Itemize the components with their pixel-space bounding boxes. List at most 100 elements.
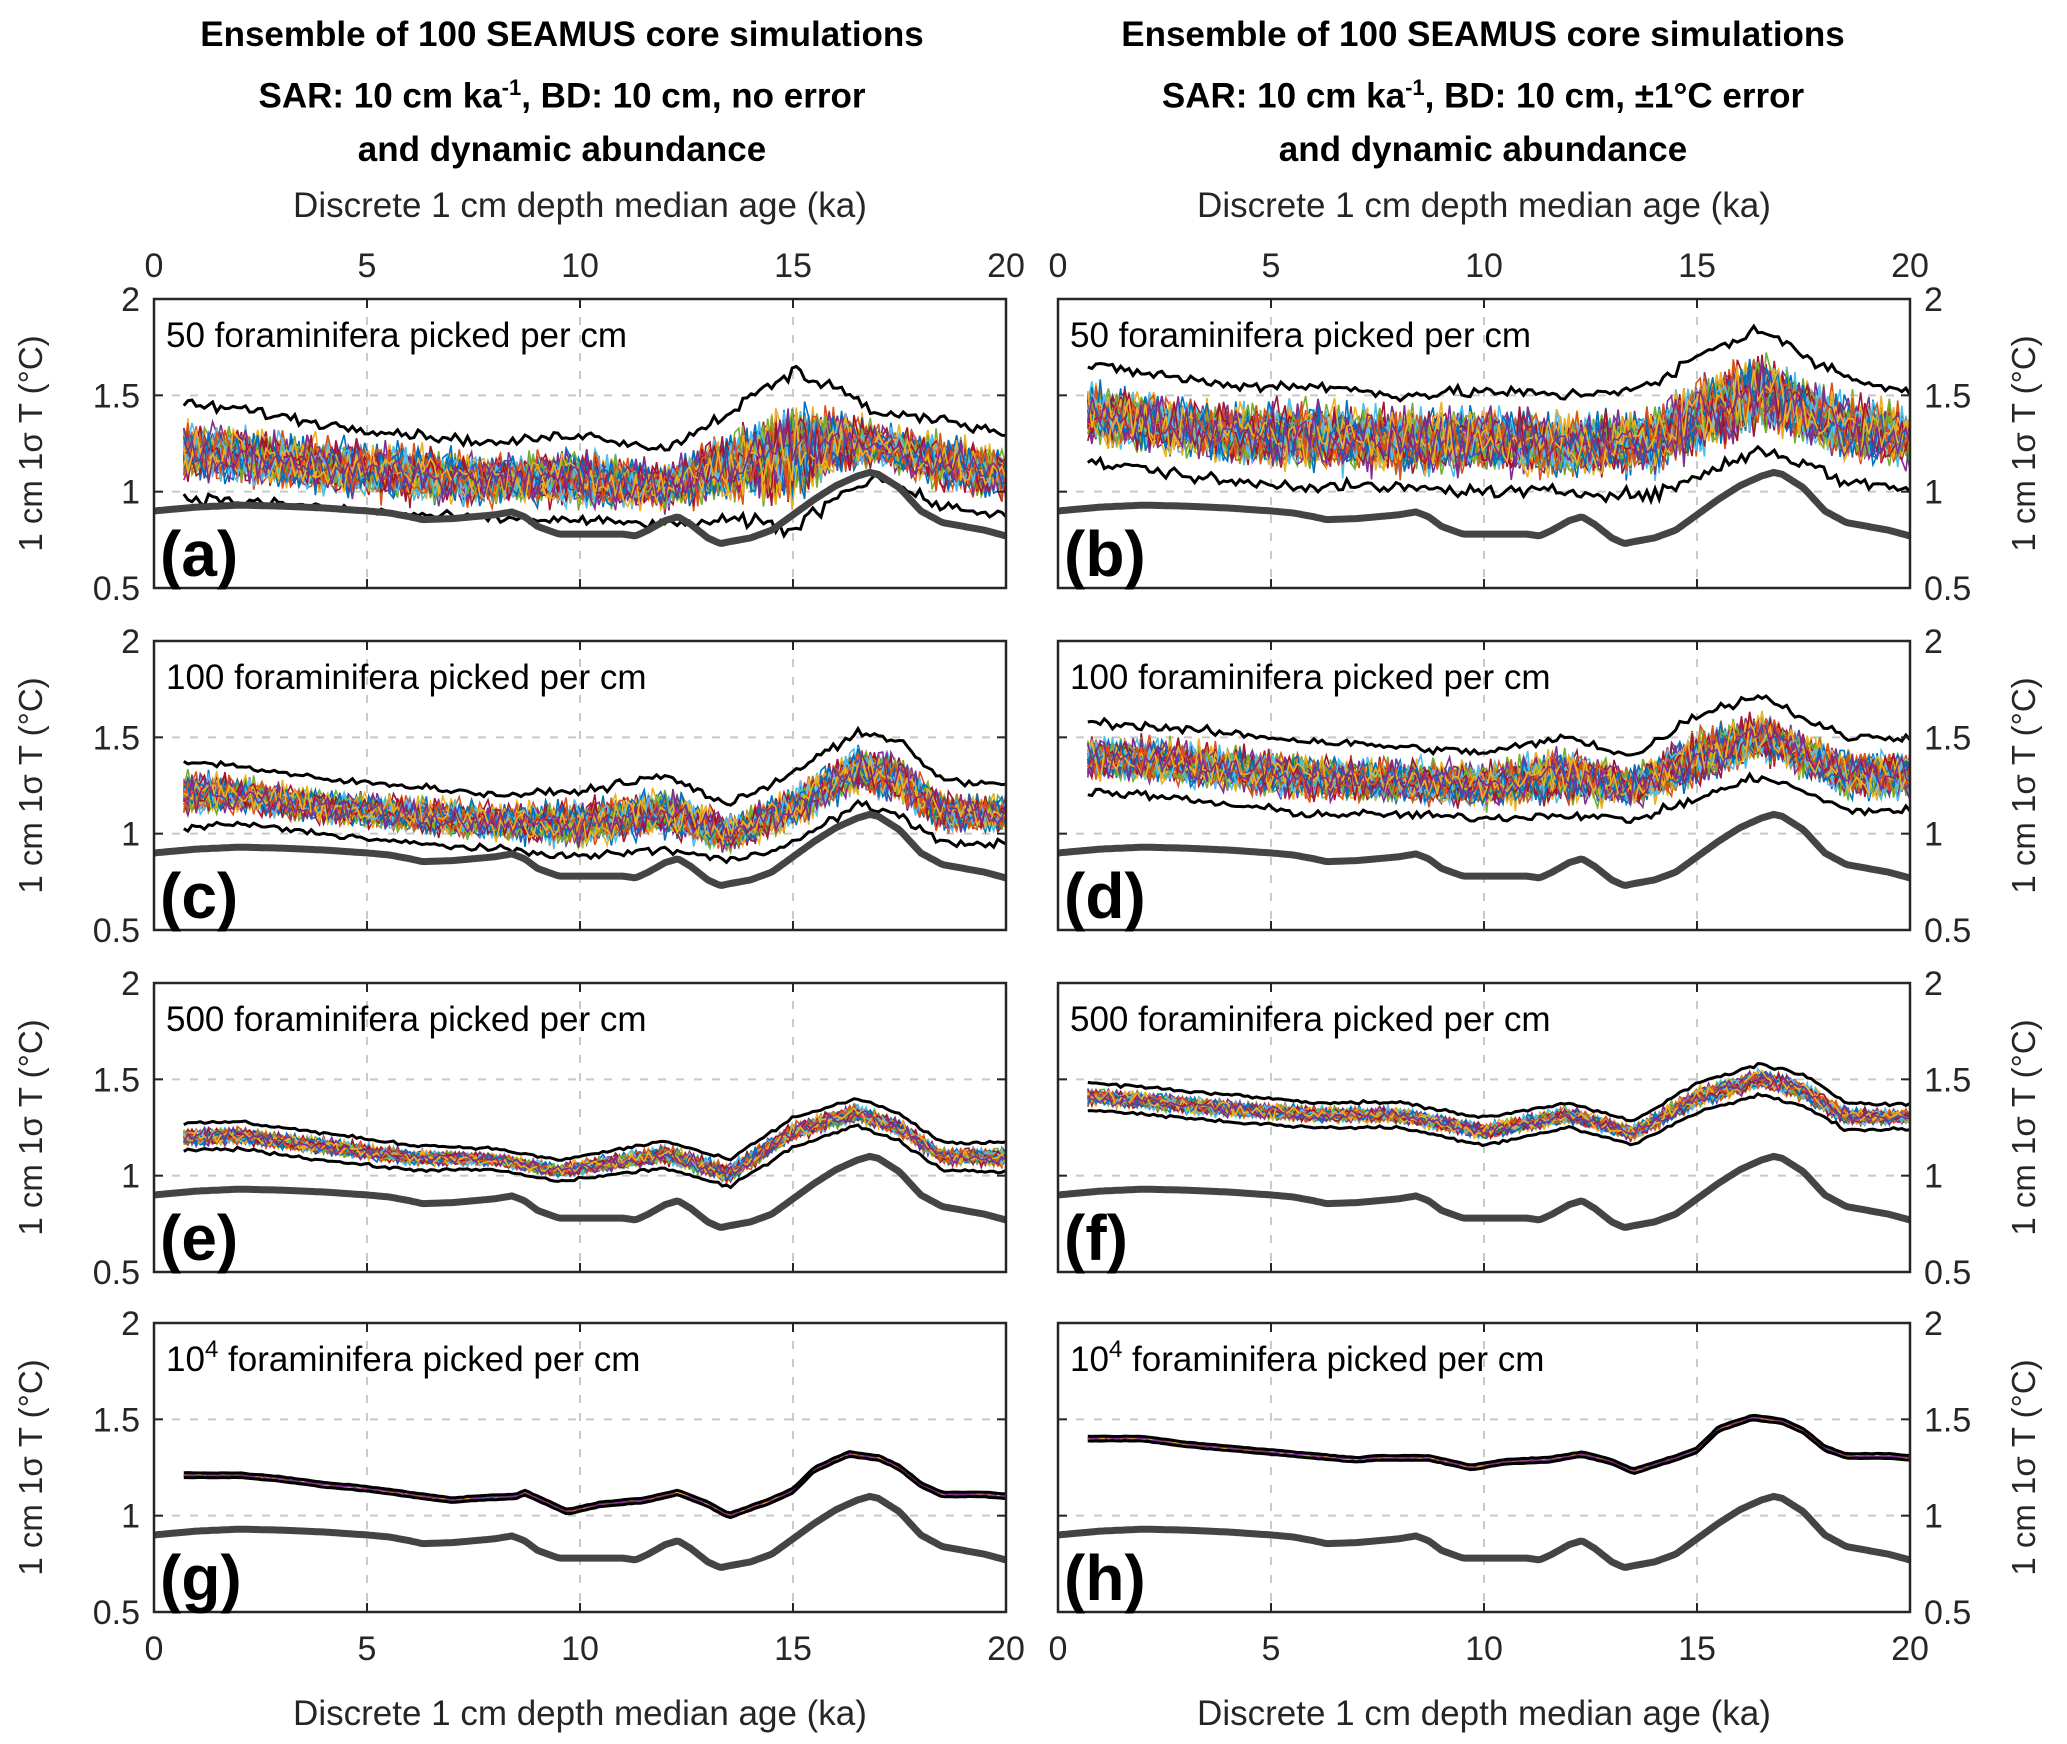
y-tick-label: 1.5 — [1924, 377, 1971, 415]
plot-content — [154, 1097, 1006, 1231]
y-tick-label: 1 — [1924, 1158, 1943, 1196]
plot-content — [1058, 323, 1910, 547]
ensemble-upper-bound — [1087, 1413, 1910, 1471]
panel-label: (e) — [160, 1202, 238, 1274]
ensemble-line — [183, 414, 1006, 512]
x-tick-label: 15 — [1678, 1630, 1716, 1668]
panel-annotation: 104 foraminifera picked per cm — [166, 1336, 640, 1379]
panel-label: (a) — [160, 518, 238, 590]
y-tick-label: 1 — [121, 816, 140, 854]
y-tick-label: 2 — [121, 1305, 140, 1343]
y-tick-label: 1.5 — [93, 377, 140, 415]
ensemble-lower-bound — [183, 1123, 1006, 1190]
reference-line — [154, 810, 1006, 889]
y-tick-label: 1.5 — [1924, 1401, 1971, 1439]
panel-label: (d) — [1064, 860, 1146, 932]
ensemble-line — [183, 1110, 1006, 1177]
y-axis-label: 1 cm 1σ T (°C) — [2005, 677, 2042, 893]
y-tick-label: 2 — [121, 965, 140, 1003]
x-tick-label: 20 — [987, 247, 1025, 285]
y-tick-label: 1.5 — [93, 1061, 140, 1099]
ensemble-upper-bound — [1087, 1061, 1910, 1123]
panel-e: 0.5 1 1.5 2 1 cm 1σ T (°C) 500 foraminifera p… — [12, 965, 1008, 1292]
y-tick-label: 0.5 — [1924, 570, 1971, 608]
ensemble-line — [183, 1453, 1006, 1517]
reference-line — [1058, 810, 1910, 889]
panel-g: 0.511.520 5 10 15 201 cm 1σ T (°C) 104 forami… — [12, 1305, 1025, 1668]
x-tick-label: 0 — [1049, 1630, 1068, 1668]
y-tick-label: 0.5 — [93, 570, 140, 608]
reference-line — [154, 1492, 1006, 1571]
ensemble-line — [1087, 724, 1910, 806]
y-tick-label: 1.5 — [93, 1401, 140, 1439]
panel-label: (h) — [1064, 1542, 1146, 1614]
plot-content — [1058, 693, 1910, 889]
x-tick-label: 20 — [1891, 247, 1929, 285]
column-title-right: Ensemble of 100 SEAMUS core simulations … — [1033, 8, 1933, 176]
y-tick-label: 0.5 — [93, 1594, 140, 1632]
ensemble-lower-bound — [183, 798, 1006, 865]
plot-content — [154, 725, 1006, 889]
title-line-3: and dynamic abundance — [357, 129, 767, 169]
x-tick-label: 15 — [774, 247, 812, 285]
ensemble-lower-bound — [1087, 1092, 1910, 1148]
x-tick-label: 10 — [561, 1630, 599, 1668]
ensemble-line — [183, 751, 1006, 847]
x-tick-label: 15 — [1678, 247, 1716, 285]
panel-label: (c) — [160, 860, 238, 932]
bottom-x-axis-label-right: Discrete 1 cm depth median age (ka) — [1197, 1694, 1771, 1733]
title-line-2: SAR: 10 cm ka-1, BD: 10 cm, ±1°C error — [1033, 61, 1933, 123]
plot-content — [1058, 1061, 1910, 1231]
top-x-axis-label-left: Discrete 1 cm depth median age (ka) — [293, 186, 867, 225]
x-tick-label: 5 — [358, 1630, 377, 1668]
y-tick-label: 2 — [121, 281, 140, 319]
y-tick-label: 2 — [1924, 965, 1943, 1003]
panel-annotation: 50 foraminifera picked per cm — [1070, 316, 1531, 355]
panel-annotation: 500 foraminifera picked per cm — [1070, 1000, 1551, 1039]
y-tick-label: 0.5 — [93, 912, 140, 950]
column-title-left: Ensemble of 100 SEAMUS core simulations … — [112, 8, 1012, 176]
x-tick-label: 5 — [1262, 1630, 1281, 1668]
y-axis-label: 1 cm 1σ T (°C) — [2005, 335, 2042, 551]
reference-line — [1058, 1492, 1910, 1571]
title-bd: , BD: 10 cm, no error — [521, 76, 866, 116]
title-sup: -1 — [501, 75, 522, 100]
panel-b: 0.511.520 5 10 15 201 cm 1σ T (°C)50 foramin… — [1049, 247, 2042, 608]
ensemble-line — [1087, 721, 1910, 807]
y-tick-label: 1 — [1924, 816, 1943, 854]
panel-annotation: 104 foraminifera picked per cm — [1070, 1336, 1544, 1379]
ensemble-line — [1087, 1069, 1910, 1137]
x-tick-label: 10 — [1465, 1630, 1503, 1668]
panel-f: 0.5 1 1.5 2 1 cm 1σ T (°C) 500 foraminifera p… — [1056, 965, 2042, 1292]
y-tick-label: 2 — [121, 623, 140, 661]
ensemble-line — [1087, 361, 1910, 470]
y-axis-label: 1 cm 1σ T (°C) — [12, 1019, 49, 1235]
ensemble-line — [1087, 1073, 1910, 1137]
x-tick-label: 10 — [1465, 247, 1503, 285]
ensemble-line — [183, 417, 1006, 507]
x-tick-label: 15 — [774, 1630, 812, 1668]
y-tick-label: 1 — [1924, 1498, 1943, 1536]
ensemble-line — [183, 752, 1006, 845]
x-tick-label: 20 — [987, 1630, 1025, 1668]
top-x-axis-label-right: Discrete 1 cm depth median age (ka) — [1197, 186, 1771, 225]
panel-label: (b) — [1064, 518, 1146, 590]
ensemble-lower-bound — [1086, 444, 1910, 506]
ensemble-upper-bound — [1087, 693, 1910, 757]
title-bd: , BD: 10 cm, ±1°C error — [1424, 76, 1805, 116]
panel-annotation: 500 foraminifera picked per cm — [166, 1000, 647, 1039]
x-tick-label: 5 — [358, 247, 377, 285]
title-line-1: Ensemble of 100 SEAMUS core simulations — [1121, 15, 1845, 54]
title-line-1: Ensemble of 100 SEAMUS core simulations — [200, 15, 924, 54]
panel-d: 0.5 1 1.5 2 1 cm 1σ T (°C) 100 foraminifera p… — [1056, 623, 2042, 950]
ensemble-line — [183, 754, 1006, 848]
panel-annotation: 50 foraminifera picked per cm — [166, 316, 627, 355]
plot-content — [1058, 1413, 1910, 1571]
y-axis-label: 1 cm 1σ T (°C) — [2005, 1019, 2042, 1235]
ensemble-upper-bound — [182, 364, 1006, 452]
ensemble-lower-bound — [183, 1455, 1006, 1520]
bottom-x-axis-label-left: Discrete 1 cm depth median age (ka) — [293, 1694, 867, 1733]
x-tick-label: 20 — [1891, 1630, 1929, 1668]
reference-line — [154, 468, 1006, 547]
title-sar: SAR: 10 cm ka — [1161, 76, 1406, 116]
